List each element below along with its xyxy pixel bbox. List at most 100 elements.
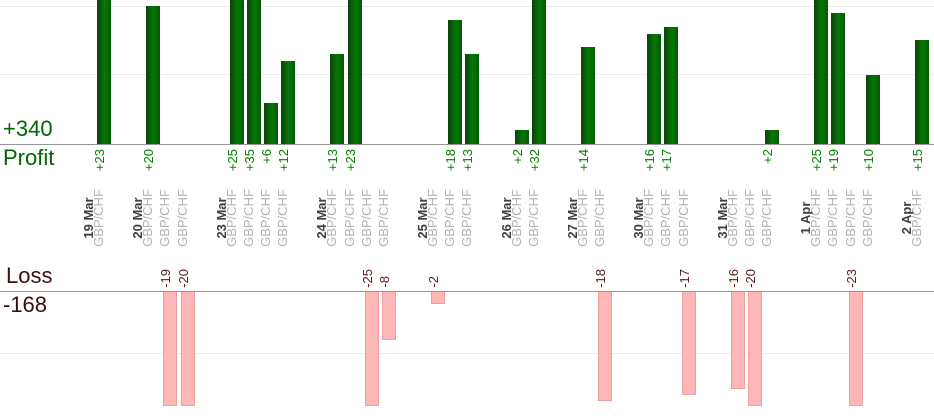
loss-value-label: -19	[158, 269, 174, 288]
profit-bar	[465, 54, 480, 144]
symbol-label: GBP/CHF	[358, 189, 374, 247]
loss-bar	[730, 292, 745, 389]
loss-value-label: -18	[593, 269, 608, 288]
symbol-label: GBP/CHF	[375, 189, 391, 247]
profit-bar	[831, 13, 846, 144]
profit-bars	[0, 0, 934, 144]
loss-value-label: -20	[742, 269, 758, 288]
symbol-label: GBP/CHF	[825, 189, 841, 247]
loss-bar	[848, 292, 863, 406]
loss-bar	[598, 292, 612, 401]
date-label: 31 Mar	[714, 197, 730, 239]
profit-bar	[146, 6, 161, 144]
loss-value-label: -25	[359, 269, 375, 288]
profit-bar	[448, 20, 463, 144]
profit-bar	[281, 61, 296, 144]
loss-gridline	[0, 353, 934, 354]
date-label: 23 Mar	[213, 197, 229, 239]
symbol-label: GBP/CHF	[592, 189, 607, 247]
profit-value-label: +18	[443, 149, 459, 172]
profit-value-label: +12	[276, 149, 292, 172]
symbol-label: GBP/CHF	[658, 189, 674, 247]
date-label: 25 Mar	[415, 197, 430, 239]
xaxis-labels: GBP/CHF 19 Mar GBP/CHF GBP/CHF GBP/CHF 20 Mar…	[0, 183, 934, 253]
loss-value-labels: -19 -20 -25 -8 -2 -18 -17 -16 -20 -23	[0, 252, 934, 291]
profit-bar	[914, 40, 929, 144]
symbol-label: GBP/CHF	[341, 189, 357, 247]
loss-bar	[381, 292, 396, 340]
loss-bar	[747, 292, 762, 406]
profit-bar	[664, 27, 679, 144]
loss-value-label: -20	[175, 269, 191, 288]
loss-bar	[364, 292, 379, 406]
symbol-label: GBP/CHF	[759, 189, 774, 247]
date-label: 2 Apr	[898, 201, 914, 235]
profit-bar	[514, 130, 529, 144]
profit-gridline-upper	[0, 6, 934, 7]
date-label: 19 Mar	[81, 197, 96, 239]
profit-value-label: +25	[809, 149, 825, 172]
profit-chart	[0, 0, 934, 144]
profit-bar	[531, 0, 546, 144]
date-label: 24 Mar	[314, 197, 330, 239]
symbol-label: GBP/CHF	[174, 189, 190, 247]
profit-value-label: +14	[575, 149, 591, 172]
profit-bar	[330, 54, 345, 144]
profit-value-label: +23	[92, 149, 107, 172]
profit-axis-title: Profit	[3, 145, 55, 170]
profit-bar	[765, 130, 779, 144]
date-label: 1 Apr	[798, 201, 814, 235]
loss-value-label: -16	[725, 269, 741, 288]
loss-axis-line	[0, 291, 934, 292]
loss-value-label: -23	[843, 269, 859, 288]
profit-axis-line	[0, 144, 934, 145]
profit-value-label: +17	[659, 149, 675, 172]
loss-value-label: -2	[426, 276, 441, 288]
symbol-label: GBP/CHF	[525, 189, 541, 247]
profit-bar	[229, 0, 244, 144]
profit-value-label: +2	[760, 149, 775, 164]
symbol-label: GBP/CHF	[258, 189, 273, 247]
profit-value-label: +13	[460, 149, 476, 172]
profit-value-label: +6	[259, 149, 274, 164]
profit-bar	[814, 0, 829, 144]
loss-bars	[0, 292, 934, 406]
symbol-label: GBP/CHF	[459, 189, 475, 247]
profit-bar	[347, 0, 362, 144]
loss-bar	[431, 292, 445, 304]
profit-value-label: +32	[526, 149, 542, 172]
loss-total: -168	[3, 292, 48, 317]
loss-axis-title: Loss	[6, 263, 53, 288]
profit-bar	[865, 75, 880, 144]
profit-total: +340	[3, 116, 53, 141]
profit-value-label: +10	[860, 149, 876, 172]
symbol-label: GBP/CHF	[240, 189, 256, 247]
profit-value-label: +15	[909, 149, 925, 172]
profit-value-label: +20	[141, 149, 157, 172]
date-label: 30 Mar	[631, 197, 647, 239]
profit-value-label: +25	[224, 149, 240, 172]
profit-value-label: +19	[826, 149, 842, 172]
profit-bar	[580, 47, 595, 144]
profit-bar	[97, 0, 111, 144]
profit-value-label: +2	[509, 149, 525, 164]
symbol-label: GBP/CHF	[675, 189, 691, 247]
profit-value-label: +35	[241, 149, 257, 172]
date-label: 26 Mar	[498, 197, 514, 239]
profit-value-label: +13	[325, 149, 341, 172]
loss-bar	[681, 292, 696, 395]
profit-bar	[246, 0, 261, 144]
loss-bar	[180, 292, 195, 406]
symbol-label: GBP/CHF	[157, 189, 173, 247]
profit-value-label: +16	[642, 149, 658, 172]
symbol-label: GBP/CHF	[442, 189, 458, 247]
profit-bar	[264, 103, 278, 144]
date-label: 20 Mar	[130, 197, 146, 239]
symbol-label: GBP/CHF	[859, 189, 875, 247]
symbol-label: GBP/CHF	[741, 189, 757, 247]
loss-value-label: -17	[676, 269, 692, 288]
date-label: 27 Mar	[564, 197, 580, 239]
loss-bar	[163, 292, 178, 406]
profit-value-label: +23	[342, 149, 358, 172]
